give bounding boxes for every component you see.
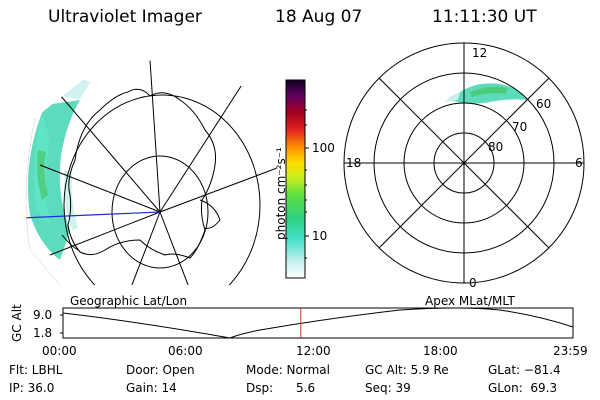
colorbar-tick-10: 10: [312, 229, 328, 243]
altitude-tick-9: 9.0: [33, 308, 53, 322]
mlat-label-80: 80: [488, 140, 504, 154]
info-ip: IP: 36.0: [9, 381, 55, 395]
info-seq: Seq: 39: [365, 381, 411, 395]
info-gc-alt: GC Alt: 5.9 Re: [365, 363, 449, 377]
caption-geographic: Geographic Lat/Lon: [70, 294, 188, 308]
time-tick-0000: 00:00: [42, 344, 77, 358]
info-gain: Gain: 14: [126, 381, 177, 395]
caption-apex: Apex MLat/MLT: [425, 294, 515, 308]
colorbar: [285, 79, 309, 279]
date-label: 18 Aug 07: [275, 7, 363, 27]
mlt-label-6: 6: [575, 156, 583, 170]
mlat-label-60: 60: [536, 97, 552, 111]
altitude-ylabel: GC Alt: [10, 304, 24, 342]
info-filter: Flt: LBHL: [9, 363, 63, 377]
colorbar-tick-100: 100: [312, 141, 335, 155]
time-label: 11:11:30 UT: [432, 7, 537, 27]
mlt-label-12: 12: [472, 46, 488, 60]
aurora-oval-geo: [27, 77, 90, 260]
info-mode: Mode: Normal: [246, 363, 330, 377]
geographic-grid: [26, 58, 285, 285]
colorbar-unit-label: photon cm⁻²s⁻¹: [274, 147, 288, 240]
mlat-label-70: 70: [512, 120, 528, 134]
time-tick-1800: 18:00: [423, 344, 458, 358]
time-tick-1200: 12:00: [296, 344, 331, 358]
altitude-curve: [62, 307, 574, 339]
noon-meridian-line: [26, 211, 161, 219]
instrument-title: Ultraviolet Imager: [48, 7, 202, 27]
altitude-plot: [60, 307, 574, 339]
info-door: Door: Open: [126, 363, 195, 377]
geographic-map: [25, 58, 285, 286]
time-tick-0600: 06:00: [168, 344, 203, 358]
altitude-tick-1-8: 1.8: [33, 326, 53, 340]
time-tick-2359: 23:59: [553, 344, 588, 358]
info-dsp: Dsp: 5.6: [246, 381, 316, 395]
info-glon: GLon: 69.3: [488, 381, 558, 395]
info-glat: GLat: −81.4: [488, 363, 561, 377]
mlt-label-0: 0: [469, 276, 477, 290]
mlt-label-18: 18: [346, 156, 362, 170]
polar-plot: [343, 42, 585, 284]
